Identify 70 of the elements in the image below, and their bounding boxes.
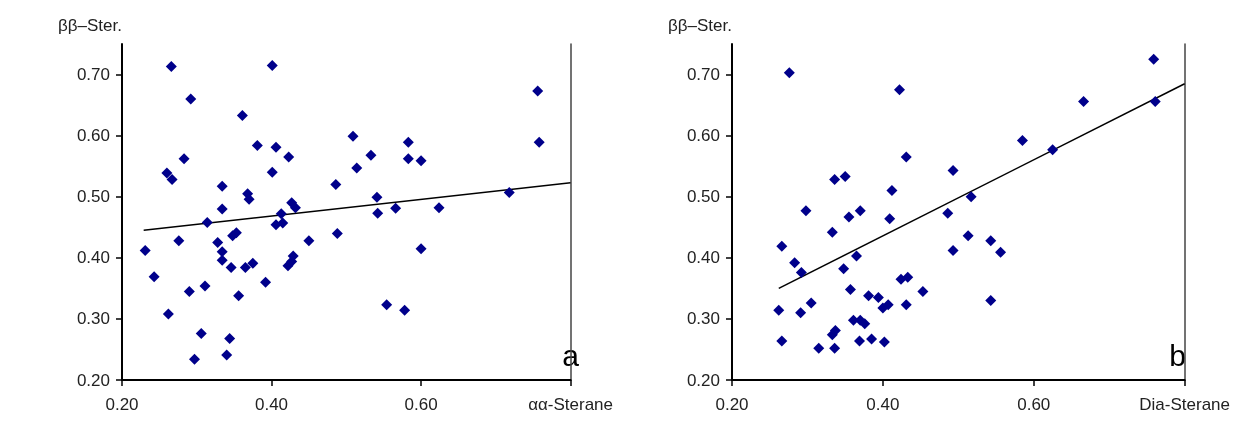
point xyxy=(872,292,884,304)
x-tick-label: 0.60 xyxy=(1017,395,1051,414)
point xyxy=(947,164,959,176)
y-axis-title: ββ–Ster. xyxy=(668,16,732,35)
point xyxy=(805,297,817,309)
point xyxy=(789,257,801,269)
y-tick-label: 0.30 xyxy=(76,309,110,329)
point xyxy=(893,84,905,96)
point xyxy=(853,335,865,347)
x-axis-title: Dia-Sterane xyxy=(1139,395,1230,414)
y-tick-label: 0.20 xyxy=(686,370,720,390)
y-tick-label: 0.70 xyxy=(686,65,720,85)
point xyxy=(795,307,807,319)
point xyxy=(826,226,838,238)
x-tick-label: 0.60 xyxy=(404,395,438,414)
point xyxy=(773,304,785,316)
point xyxy=(902,271,914,283)
x-tick-label: 0.20 xyxy=(105,395,139,414)
point xyxy=(795,266,807,278)
x-tick-label: 0.20 xyxy=(715,395,749,414)
point xyxy=(839,171,851,183)
x-tick-label: 0.40 xyxy=(866,395,900,414)
point xyxy=(783,67,795,79)
point xyxy=(884,213,896,225)
point xyxy=(800,205,812,217)
point xyxy=(776,240,788,252)
point xyxy=(866,333,878,345)
point xyxy=(900,299,912,311)
y-tick-label: 0.50 xyxy=(76,187,110,207)
point xyxy=(886,185,898,197)
point xyxy=(1016,135,1028,147)
y-tick-label: 0.50 xyxy=(686,187,720,207)
point xyxy=(1047,144,1059,156)
point xyxy=(859,318,871,330)
point xyxy=(829,342,841,354)
y-tick-label: 0.40 xyxy=(686,248,720,268)
point xyxy=(1078,95,1090,107)
y-tick-label: 0.30 xyxy=(686,309,720,329)
point xyxy=(850,250,862,262)
annotation: a xyxy=(562,338,580,372)
point xyxy=(995,246,1007,258)
x-tick-label: 0.40 xyxy=(254,395,289,414)
y-tick-label: 0.40 xyxy=(76,248,110,268)
point xyxy=(838,263,850,275)
point xyxy=(863,290,875,302)
point xyxy=(965,191,977,203)
y-tick-label: 0.60 xyxy=(76,126,110,146)
point xyxy=(1148,53,1160,65)
point xyxy=(900,151,912,163)
point xyxy=(942,207,954,219)
point xyxy=(1149,95,1161,107)
point xyxy=(878,336,890,348)
y-tick-label: 0.20 xyxy=(76,370,110,390)
y-axis-title: ββ–Ster. xyxy=(58,16,122,35)
point xyxy=(882,299,894,311)
point xyxy=(917,285,929,297)
y-tick-label: 0.70 xyxy=(76,65,110,85)
point xyxy=(843,211,855,223)
point xyxy=(985,295,997,307)
x-axis-title: αα-Sterane xyxy=(528,395,613,414)
y-tick-label: 0.60 xyxy=(686,126,720,146)
point xyxy=(776,335,788,347)
point xyxy=(844,284,856,296)
point xyxy=(813,342,825,354)
annotation: b xyxy=(1169,338,1186,372)
point xyxy=(947,244,959,256)
point xyxy=(985,235,997,247)
point xyxy=(829,174,841,186)
point xyxy=(854,205,866,217)
point xyxy=(962,230,974,242)
